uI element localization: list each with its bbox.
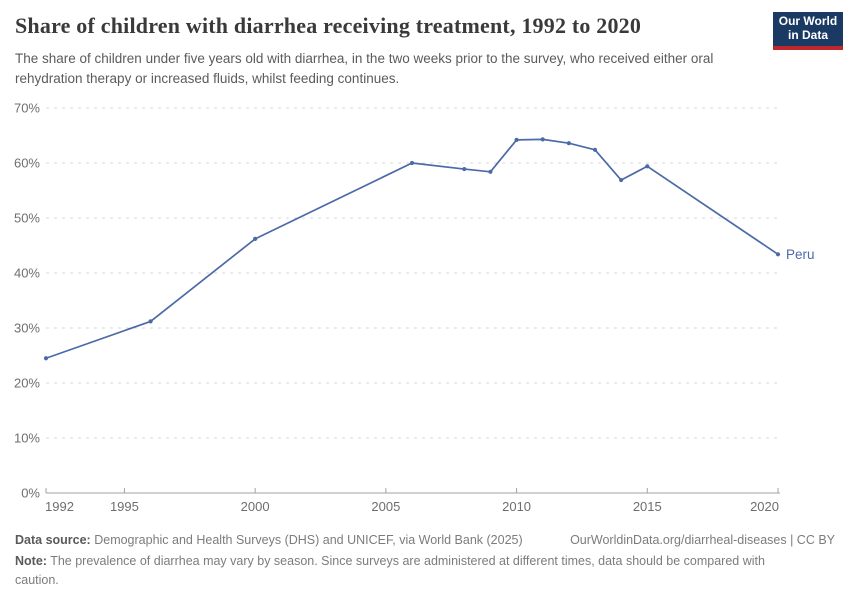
data-point bbox=[592, 147, 598, 152]
chart-subtitle: The share of children under five years o… bbox=[15, 51, 714, 86]
line-chart: 0% 10% 20% 30% 40% 50% 60% 70% 1992 1995 2000 2005 2… bbox=[14, 101, 815, 515]
data-point bbox=[409, 160, 415, 166]
data-point bbox=[645, 164, 650, 169]
y-tick-label: 20% bbox=[14, 376, 40, 391]
data-line-peru bbox=[45, 138, 779, 360]
data-point bbox=[462, 166, 467, 172]
footer-note-row: Note: The prevalence of diarrhea may var… bbox=[15, 552, 805, 590]
y-tick-label: 30% bbox=[14, 321, 40, 336]
data-source-label: Data source: bbox=[15, 533, 91, 547]
data-point bbox=[775, 252, 781, 257]
data-source: Data source: Demographic and Health Surv… bbox=[15, 531, 523, 550]
y-tick-label: 40% bbox=[14, 266, 40, 281]
note-label: Note: bbox=[15, 553, 47, 568]
x-tick-label: 2015 bbox=[633, 499, 662, 514]
data-point bbox=[253, 236, 258, 241]
chart-footer: Data source: Demographic and Health Surv… bbox=[15, 531, 835, 589]
owid-logo: Our World in Data bbox=[773, 12, 843, 50]
chart-title: Share of children with diarrhea receivin… bbox=[15, 13, 642, 38]
x-tick-label: 2005 bbox=[371, 499, 400, 514]
y-tick-label: 0% bbox=[21, 486, 40, 501]
y-tick-label: 10% bbox=[14, 431, 40, 446]
x-tick-label: 2020 bbox=[750, 499, 779, 514]
x-tick-label: 2010 bbox=[502, 499, 531, 514]
x-tick-label: 1995 bbox=[110, 499, 139, 514]
owid-logo-line2: in Data bbox=[787, 28, 828, 42]
y-tick-label: 70% bbox=[14, 101, 40, 116]
x-tick-label: 1992 bbox=[45, 499, 74, 514]
data-point bbox=[540, 137, 545, 142]
owid-url-link[interactable]: OurWorldinData.org/diarrheal-diseases | … bbox=[570, 533, 835, 547]
data-point bbox=[43, 356, 49, 361]
data-point bbox=[619, 177, 624, 183]
y-tick-label: 60% bbox=[14, 156, 40, 171]
owid-logo-line1: Our World bbox=[778, 14, 838, 29]
series-end-label: Peru bbox=[786, 247, 815, 262]
footer-source-row: Data source: Demographic and Health Surv… bbox=[15, 531, 835, 550]
data-point bbox=[488, 169, 493, 174]
x-tick-label: 2000 bbox=[241, 499, 270, 514]
y-tick-label: 50% bbox=[14, 211, 40, 226]
data-point bbox=[514, 137, 519, 142]
data-point bbox=[148, 319, 153, 324]
note-text: The prevalence of diarrhea may vary by s… bbox=[15, 553, 765, 587]
data-point bbox=[566, 141, 571, 146]
data-source-text: Demographic and Health Surveys (DHS) and… bbox=[94, 533, 523, 547]
